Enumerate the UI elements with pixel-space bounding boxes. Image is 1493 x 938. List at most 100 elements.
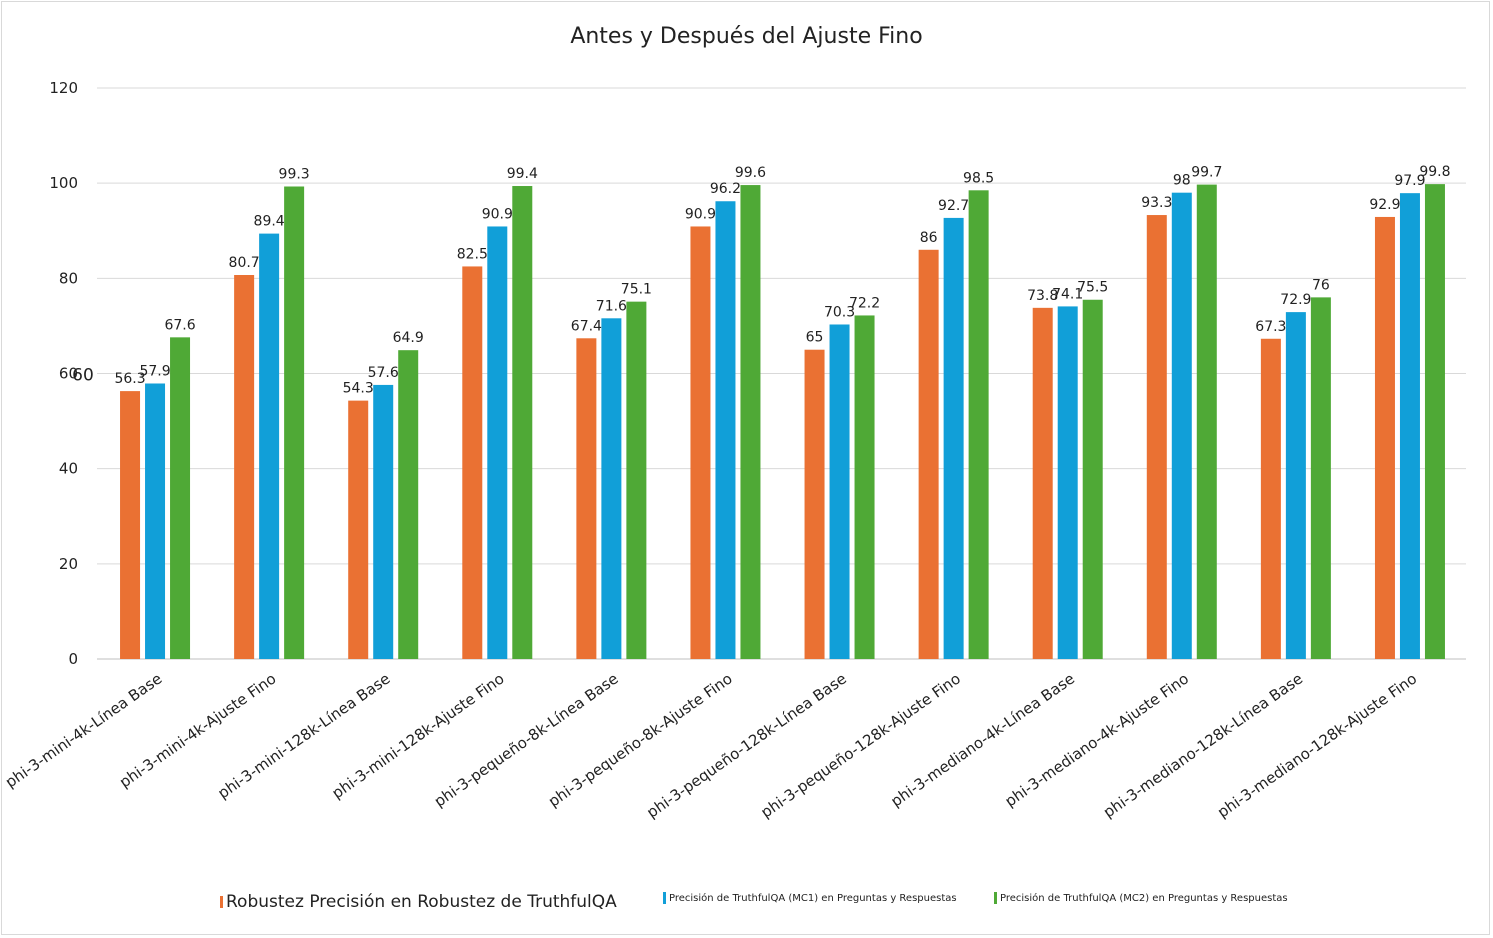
data-label: 74.1 [1052, 286, 1083, 302]
data-label: 92.9 [1369, 197, 1400, 213]
bar [626, 301, 647, 659]
bar [259, 233, 280, 660]
data-label: 72.9 [1280, 292, 1311, 308]
bar [1285, 312, 1306, 659]
bar [170, 337, 191, 659]
y-axis-ticks: 0 20 40 60 80 100 120 [49, 79, 78, 668]
data-label: 57.9 [139, 363, 170, 379]
data-label: 96.2 [710, 181, 741, 197]
y-tick-label: 80 [59, 269, 78, 287]
chart-title: Antes y Después del Ajuste Fino [570, 24, 923, 49]
bar [373, 384, 394, 659]
data-label: 97.9 [1394, 173, 1425, 189]
y-tick-label: 120 [49, 79, 78, 97]
data-label: 98.5 [963, 170, 994, 186]
bar [1146, 215, 1167, 660]
bar [918, 249, 939, 660]
bar [1171, 192, 1192, 659]
bar [740, 185, 761, 659]
bar [690, 226, 711, 659]
bar [943, 217, 964, 659]
bar [576, 338, 597, 659]
data-label: 67.6 [164, 317, 195, 333]
data-label: 76 [1312, 277, 1330, 293]
bar [145, 383, 166, 659]
data-label: 82.5 [457, 246, 488, 262]
data-label: 98 [1173, 173, 1191, 189]
x-tick-label: phi-3-mediano-4k-Línea Base [887, 670, 1078, 811]
bar [854, 315, 875, 659]
data-label: 99.4 [507, 166, 538, 182]
y-tick-label: 20 [59, 555, 78, 573]
bars [120, 184, 1445, 660]
y-tick-label: 100 [49, 174, 78, 192]
extra-label: 60 [72, 366, 94, 386]
bar [398, 350, 419, 659]
x-tick-label: phi-3-pequeño-128k-Ajuste Fino [758, 670, 964, 822]
grid-lines [97, 87, 1466, 660]
bar [715, 201, 736, 659]
data-label: 99.6 [735, 165, 766, 181]
data-label: 70.3 [824, 304, 855, 320]
bar [1374, 216, 1395, 659]
bar [284, 186, 305, 659]
data-label: 72.2 [849, 295, 880, 311]
bar [348, 400, 369, 659]
data-labels: 56.357.9 67.6 80.7 89.4 99.3 54.357.6 64.9 82.5… [72, 164, 1450, 397]
data-label: 75.1 [621, 282, 652, 298]
data-label: 99.7 [1191, 165, 1222, 181]
data-label: 75.5 [1077, 280, 1108, 296]
bar [120, 391, 141, 659]
y-tick-label: 40 [59, 460, 78, 478]
data-label: 99.8 [1419, 164, 1450, 180]
bar [1057, 306, 1078, 659]
x-tick-label: phi-3-mediano-128k-Línea Base [1100, 670, 1306, 822]
bar [462, 266, 483, 659]
x-axis-ticks: phi-3-mini-4k-Línea Basephi-3-mini-4k-Aj… [2, 670, 1420, 822]
x-tick-label: phi-3-mediano-128k-Ajuste Fino [1214, 670, 1420, 822]
bar [1196, 184, 1217, 659]
data-label: 73.8 [1027, 288, 1058, 304]
data-label: 71.6 [596, 298, 627, 314]
bar [968, 190, 989, 659]
y-tick-label: 60 [59, 365, 78, 383]
legend-swatch-blue [663, 892, 666, 904]
data-label: 86 [920, 230, 938, 246]
bar [601, 318, 622, 659]
bar [1032, 307, 1053, 659]
bar [1310, 297, 1331, 659]
bar [487, 226, 508, 659]
data-label: 80.7 [229, 255, 260, 271]
data-label: 90.9 [685, 206, 716, 222]
data-label: 92.7 [938, 198, 969, 214]
data-label: 90.9 [482, 206, 513, 222]
data-label: 99.3 [279, 166, 310, 182]
legend-item-blue: Precisión de TruthfulQA (MC1) en Pregunt… [663, 892, 957, 904]
legend-item-orange: Robustez Precisión en Robustez de Truthf… [220, 892, 617, 912]
x-tick-label: phi-3-pequeño-128k-Línea Base [643, 670, 849, 822]
bar [234, 275, 255, 659]
data-label: 57.6 [368, 365, 399, 381]
bar [829, 324, 850, 659]
bar [804, 349, 825, 659]
legend-label: Precisión de TruthfulQA (MC1) en Pregunt… [669, 892, 957, 904]
bar [1424, 184, 1445, 659]
bar [1082, 299, 1103, 659]
bar [1399, 193, 1420, 659]
legend-label: Precisión de TruthfulQA (MC2) en Pregunt… [1000, 892, 1288, 904]
data-label: 93.3 [1141, 195, 1172, 211]
data-label: 54.3 [343, 381, 374, 397]
x-tick-label: phi-3-pequeño-8k-Línea Base [431, 670, 622, 811]
x-tick-label: phi-3-pequeño-8k-Ajuste Fino [545, 670, 736, 811]
bar [512, 186, 533, 659]
legend-swatch-green [994, 892, 997, 904]
data-label: 64.9 [393, 330, 424, 346]
data-label: 67.4 [571, 318, 602, 334]
legend-label: Robustez Precisión en Robustez de Truthf… [226, 892, 617, 912]
legend-swatch-orange [220, 896, 223, 908]
data-label: 56.3 [114, 371, 145, 387]
data-label: 65 [806, 330, 824, 346]
y-tick-label: 0 [68, 650, 78, 668]
